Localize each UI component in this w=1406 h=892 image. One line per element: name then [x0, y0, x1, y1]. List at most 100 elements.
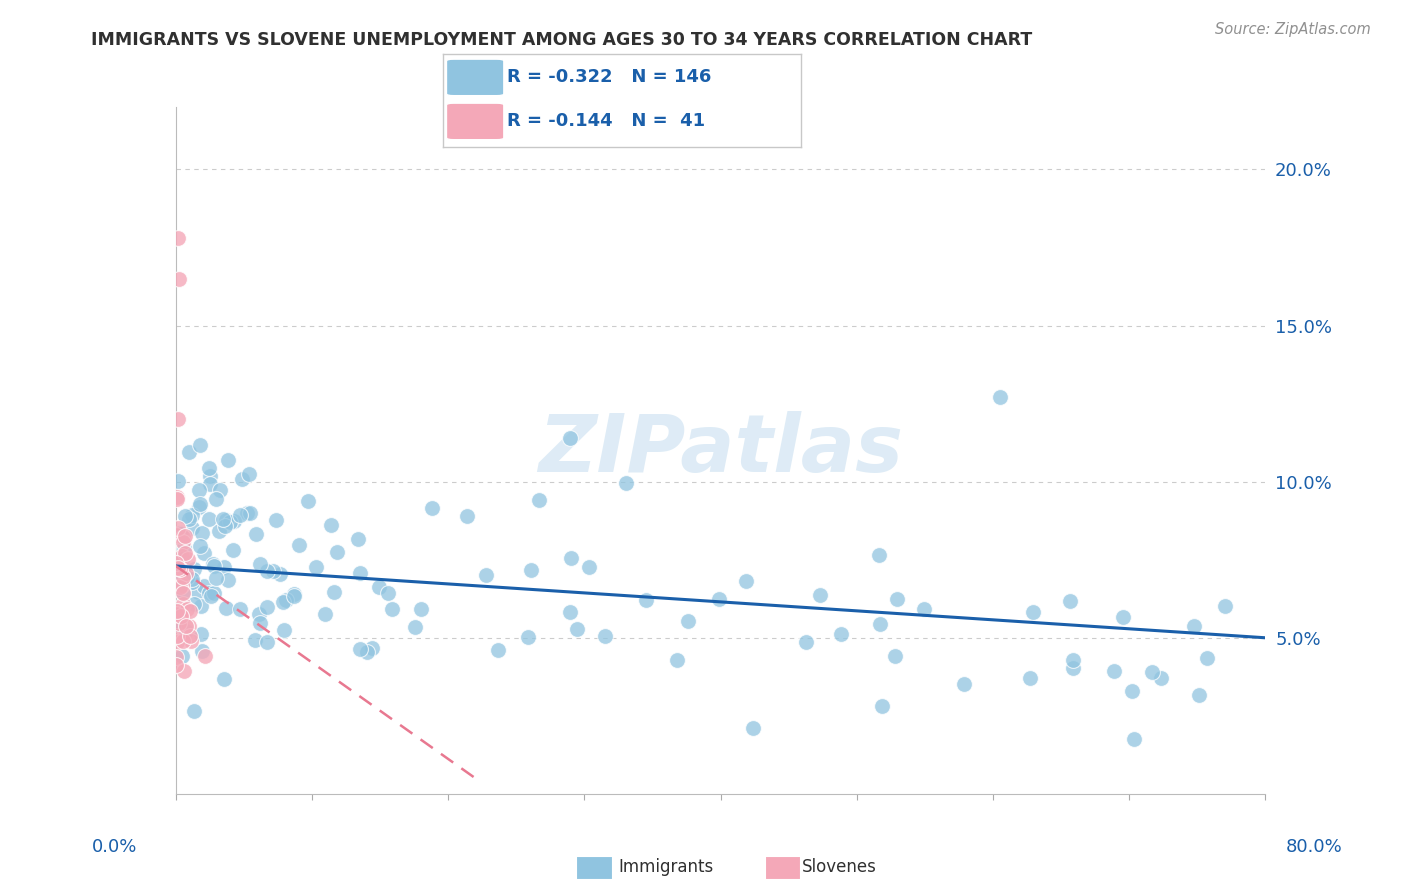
Point	[167, 521, 190, 535]
Point	[558, 606, 581, 620]
Point	[174, 566, 197, 580]
Point	[166, 604, 188, 618]
Point	[183, 705, 205, 719]
Point	[174, 624, 197, 638]
Point	[869, 617, 891, 632]
Point	[229, 508, 252, 523]
Point	[172, 534, 194, 549]
Point	[208, 524, 231, 539]
Point	[1188, 688, 1211, 702]
Point	[170, 549, 193, 563]
Point	[201, 558, 224, 572]
Text: Source: ZipAtlas.com: Source: ZipAtlas.com	[1215, 22, 1371, 37]
Point	[202, 585, 225, 599]
Point	[169, 562, 191, 576]
Point	[486, 642, 509, 657]
Point	[197, 461, 219, 475]
Point	[165, 650, 187, 665]
Point	[886, 592, 908, 607]
Point	[1022, 605, 1045, 619]
Point	[173, 541, 195, 555]
Point	[167, 616, 190, 631]
Point	[269, 566, 291, 581]
Text: IMMIGRANTS VS SLOVENE UNEMPLOYMENT AMONG AGES 30 TO 34 YEARS CORRELATION CHART: IMMIGRANTS VS SLOVENE UNEMPLOYMENT AMONG…	[91, 31, 1032, 49]
Point	[176, 552, 198, 566]
Point	[614, 476, 637, 491]
Point	[283, 589, 305, 603]
Point	[325, 545, 347, 559]
Point	[297, 494, 319, 508]
Point	[256, 599, 278, 614]
Point	[200, 469, 222, 483]
Point	[172, 530, 194, 544]
Point	[249, 558, 271, 572]
Point	[190, 627, 212, 641]
Point	[1062, 653, 1084, 667]
Point	[256, 635, 278, 649]
Point	[179, 629, 201, 643]
Point	[229, 602, 252, 616]
Point	[187, 483, 209, 497]
Point	[367, 581, 389, 595]
Point	[527, 493, 550, 508]
Point	[181, 574, 204, 589]
Point	[808, 588, 831, 602]
Point	[742, 721, 765, 735]
Point	[179, 512, 201, 526]
Point	[166, 560, 188, 574]
Point	[676, 614, 699, 628]
Point	[872, 698, 894, 713]
Point	[198, 476, 221, 491]
Point	[169, 527, 191, 541]
Point	[1018, 672, 1040, 686]
Point	[177, 619, 200, 633]
Point	[180, 521, 202, 535]
Point	[193, 578, 215, 592]
Point	[166, 492, 188, 507]
Point	[208, 483, 231, 497]
Point	[169, 526, 191, 541]
Point	[212, 672, 235, 686]
Point	[191, 525, 214, 540]
Point	[198, 512, 221, 526]
Point	[1182, 619, 1205, 633]
Point	[181, 508, 204, 522]
Point	[172, 585, 194, 599]
Point	[173, 509, 195, 524]
Point	[170, 606, 193, 620]
Point	[361, 640, 384, 655]
Point	[167, 474, 190, 488]
Point	[204, 491, 226, 506]
Point	[193, 546, 215, 560]
Point	[166, 635, 188, 649]
Point	[235, 506, 257, 520]
Point	[217, 453, 239, 467]
Point	[323, 585, 346, 599]
Point	[172, 597, 194, 611]
Point	[211, 512, 233, 526]
Point	[247, 607, 270, 622]
Point	[595, 629, 617, 643]
Point	[165, 607, 187, 622]
Point	[190, 497, 212, 511]
Point	[187, 585, 209, 599]
Point	[1123, 732, 1146, 747]
Point	[176, 569, 198, 583]
Point	[172, 633, 194, 648]
Point	[1112, 610, 1135, 624]
Point	[314, 607, 336, 622]
Point	[174, 546, 197, 560]
Point	[219, 516, 242, 530]
Point	[830, 627, 852, 641]
Point	[245, 526, 267, 541]
Point	[167, 271, 190, 285]
Point	[166, 629, 188, 643]
Point	[1150, 671, 1173, 685]
Point	[356, 645, 378, 659]
Point	[172, 648, 194, 663]
Point	[188, 540, 211, 554]
Point	[202, 559, 225, 574]
Point	[409, 601, 432, 615]
Point	[578, 560, 600, 574]
Point	[912, 602, 935, 616]
